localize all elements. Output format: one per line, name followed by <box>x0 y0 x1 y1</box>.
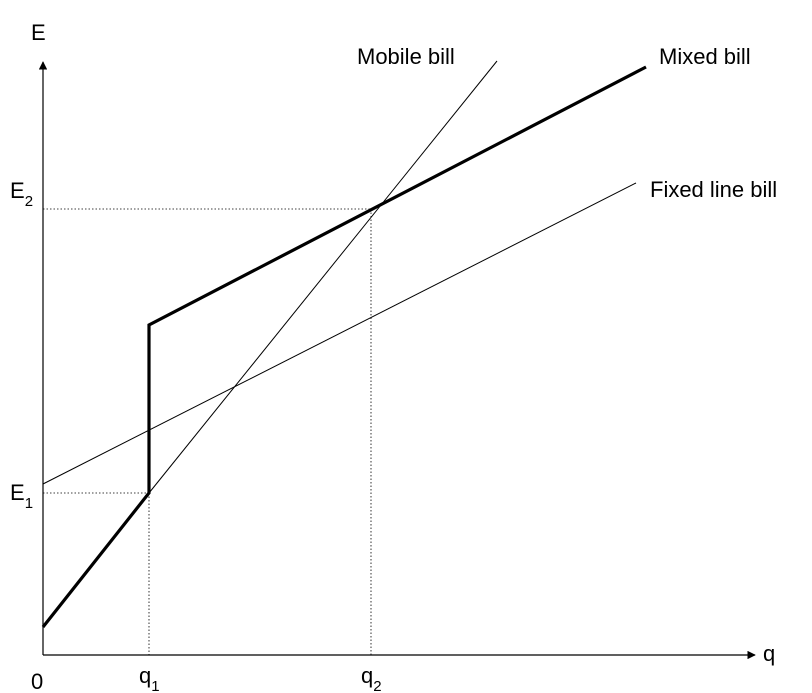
tick-e2: E2 <box>10 178 33 210</box>
tick-q1: q1 <box>139 663 160 693</box>
mobile-bill-line <box>148 60 498 494</box>
mixed-bill-label: Mixed bill <box>659 44 751 69</box>
mixed-bill-line <box>41 65 647 628</box>
fixed-line-bill-label: Fixed line bill <box>650 177 777 202</box>
mobile-bill-label: Mobile bill <box>357 44 455 69</box>
x-axis-label: q <box>763 641 775 666</box>
tick-q2: q2 <box>361 663 382 693</box>
fixed-line-bill-line <box>42 182 637 485</box>
tick-e1: E1 <box>10 480 33 512</box>
origin-label: 0 <box>31 669 43 693</box>
y-axis-label: E <box>31 20 46 45</box>
